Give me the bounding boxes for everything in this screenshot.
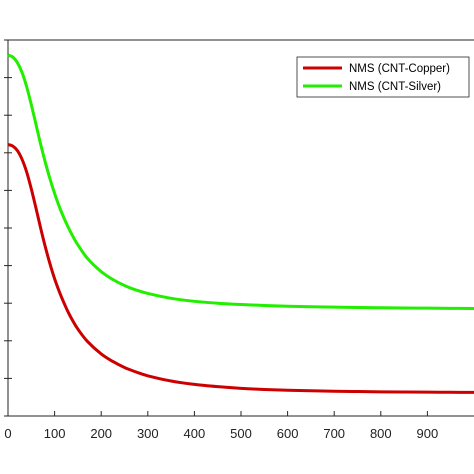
legend: NMS (CNT-Copper) NMS (CNT-Silver) (296, 56, 470, 98)
y-axis-ticks (4, 39, 12, 417)
x-tick-label: 400 (184, 426, 206, 441)
x-tick-label: 300 (137, 426, 159, 441)
legend-label-copper: NMS (CNT-Copper) (349, 63, 450, 75)
series-line-silver (7, 53, 474, 310)
x-tick-label: 600 (277, 426, 299, 441)
x-tick-label: 800 (370, 426, 392, 441)
series-lines (7, 53, 474, 394)
x-tick-label: 100 (44, 426, 66, 441)
x-tick-label: 700 (323, 426, 345, 441)
series-line-copper (7, 143, 474, 394)
x-tick-label: 500 (230, 426, 252, 441)
legend-box (296, 56, 470, 98)
x-tick-label: 900 (417, 426, 439, 441)
x-tick-label: 200 (90, 426, 112, 441)
legend-label-silver: NMS (CNT-Silver) (349, 81, 441, 93)
x-axis-ticks: 0 100 200 300 400 500 600 700 800 900 (4, 411, 438, 441)
x-tick-label: 0 (4, 426, 11, 441)
